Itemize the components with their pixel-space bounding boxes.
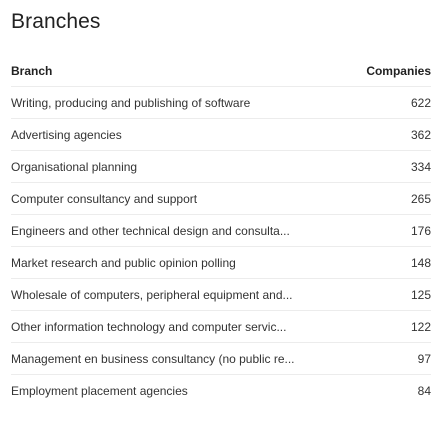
table-row[interactable]: Organisational planning 334: [11, 150, 431, 182]
table-row[interactable]: Employment placement agencies 84: [11, 374, 431, 406]
table-row[interactable]: Advertising agencies 362: [11, 118, 431, 150]
companies-cell: 97: [417, 351, 431, 366]
companies-cell: 362: [410, 127, 431, 142]
table-row[interactable]: Wholesale of computers, peripheral equip…: [11, 278, 431, 310]
branch-cell: Engineers and other technical design and…: [11, 223, 290, 238]
companies-cell: 148: [410, 255, 431, 270]
branch-cell: Organisational planning: [11, 159, 138, 174]
companies-cell: 84: [417, 383, 431, 398]
companies-cell: 125: [410, 287, 431, 302]
table-row[interactable]: Market research and public opinion polli…: [11, 246, 431, 278]
companies-cell: 265: [410, 191, 431, 206]
column-header-companies[interactable]: Companies: [366, 64, 431, 78]
branch-cell: Other information technology and compute…: [11, 319, 287, 334]
branch-cell: Wholesale of computers, peripheral equip…: [11, 287, 293, 302]
companies-cell: 622: [410, 95, 431, 110]
table-row[interactable]: Engineers and other technical design and…: [11, 214, 431, 246]
branch-cell: Computer consultancy and support: [11, 191, 198, 206]
companies-cell: 334: [410, 159, 431, 174]
branch-cell: Employment placement agencies: [11, 383, 188, 398]
branch-cell: Market research and public opinion polli…: [11, 255, 236, 270]
page-title: Branches: [11, 10, 101, 33]
branch-cell: Management en business consultancy (no p…: [11, 351, 295, 366]
table-row[interactable]: Writing, producing and publishing of sof…: [11, 86, 431, 118]
table-row[interactable]: Management en business consultancy (no p…: [11, 342, 431, 374]
branches-table: Branch Companies Writing, producing and …: [11, 56, 431, 406]
companies-cell: 176: [410, 223, 431, 238]
table-row[interactable]: Computer consultancy and support 265: [11, 182, 431, 214]
branch-cell: Writing, producing and publishing of sof…: [11, 95, 251, 110]
table-header: Branch Companies: [11, 56, 431, 86]
table-row[interactable]: Other information technology and compute…: [11, 310, 431, 342]
column-header-branch[interactable]: Branch: [11, 64, 53, 78]
companies-cell: 122: [410, 319, 431, 334]
branch-cell: Advertising agencies: [11, 127, 122, 142]
